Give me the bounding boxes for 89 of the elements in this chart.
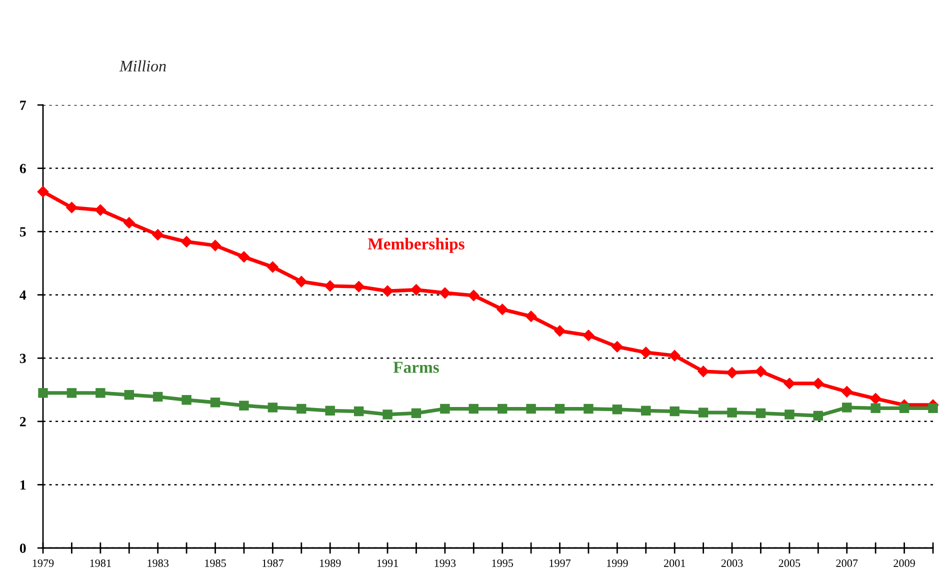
- y-tick-label: 5: [20, 227, 26, 237]
- x-tick-label: 1995: [492, 559, 514, 567]
- x-tick-label: 1985: [205, 559, 226, 567]
- point: [382, 410, 392, 420]
- point: [640, 346, 652, 358]
- series-label: Farms: [393, 362, 439, 373]
- point: [612, 404, 622, 414]
- point: [238, 250, 250, 263]
- y-tick-label: 0: [20, 544, 26, 553]
- point: [382, 285, 394, 297]
- point: [439, 287, 451, 299]
- point: [96, 388, 106, 398]
- x-tick-label: 2009: [894, 559, 915, 567]
- y-tick-label: 6: [20, 164, 26, 174]
- y-tick-label: 7: [20, 100, 26, 110]
- point: [324, 280, 336, 292]
- x-tick-label: 1981: [90, 559, 111, 567]
- point: [668, 350, 681, 362]
- y-tick-label: 3: [20, 354, 26, 364]
- point: [611, 340, 624, 353]
- point: [928, 403, 938, 413]
- point: [123, 216, 136, 229]
- point: [584, 404, 594, 414]
- point: [698, 408, 708, 418]
- point: [670, 406, 680, 416]
- point: [468, 404, 479, 414]
- point: [468, 290, 480, 302]
- point: [411, 408, 422, 418]
- point: [727, 408, 737, 418]
- y-tick-label: 2: [20, 417, 26, 426]
- point: [180, 236, 192, 248]
- point: [784, 378, 796, 390]
- point: [94, 204, 106, 216]
- x-tick-label: 2007: [836, 559, 858, 567]
- point: [152, 228, 164, 241]
- point: [870, 403, 880, 413]
- point: [37, 186, 49, 198]
- point: [554, 404, 565, 414]
- x-tick-label: 1983: [148, 559, 169, 567]
- point: [784, 410, 794, 420]
- point: [352, 280, 365, 293]
- x-tick-label: 1987: [262, 559, 284, 567]
- point: [209, 240, 222, 252]
- point: [525, 310, 537, 322]
- point: [325, 406, 335, 416]
- point: [840, 386, 853, 398]
- point: [497, 404, 508, 414]
- y-tick-label: 4: [20, 290, 26, 300]
- x-tick-label: 1991: [377, 559, 398, 567]
- point: [124, 390, 134, 400]
- point: [295, 276, 308, 288]
- point: [210, 398, 220, 408]
- point: [410, 284, 422, 296]
- point: [296, 404, 306, 414]
- x-tick-label: 2001: [664, 559, 686, 567]
- point: [526, 404, 536, 414]
- x-tick-label: 2005: [778, 559, 800, 567]
- x-tick-label: 1979: [32, 559, 54, 567]
- point: [38, 388, 48, 398]
- y-tick-label: 1: [20, 480, 26, 490]
- point: [496, 304, 508, 316]
- point: [440, 404, 450, 414]
- point: [354, 406, 364, 416]
- point: [66, 388, 77, 398]
- x-tick-label: 1997: [550, 559, 571, 567]
- point: [152, 392, 163, 402]
- point: [813, 410, 824, 421]
- point: [182, 395, 192, 405]
- point: [754, 366, 767, 378]
- series-label: Memberships: [368, 238, 464, 253]
- point: [554, 325, 566, 337]
- x-tick-label: 2003: [721, 559, 743, 567]
- point: [812, 378, 824, 390]
- point: [266, 261, 279, 273]
- point: [582, 329, 594, 342]
- point: [726, 366, 738, 379]
- point: [66, 202, 78, 214]
- y-axis-title: Million: [119, 60, 166, 72]
- x-tick-label: 1999: [607, 559, 628, 567]
- point: [697, 366, 710, 378]
- point: [899, 403, 910, 413]
- point: [641, 406, 651, 416]
- point: [239, 400, 249, 410]
- point: [870, 392, 882, 405]
- point: [756, 408, 766, 418]
- point: [268, 402, 278, 412]
- x-tick-label: 1989: [320, 559, 341, 567]
- x-tick-label: 1993: [434, 559, 456, 567]
- point: [842, 402, 852, 412]
